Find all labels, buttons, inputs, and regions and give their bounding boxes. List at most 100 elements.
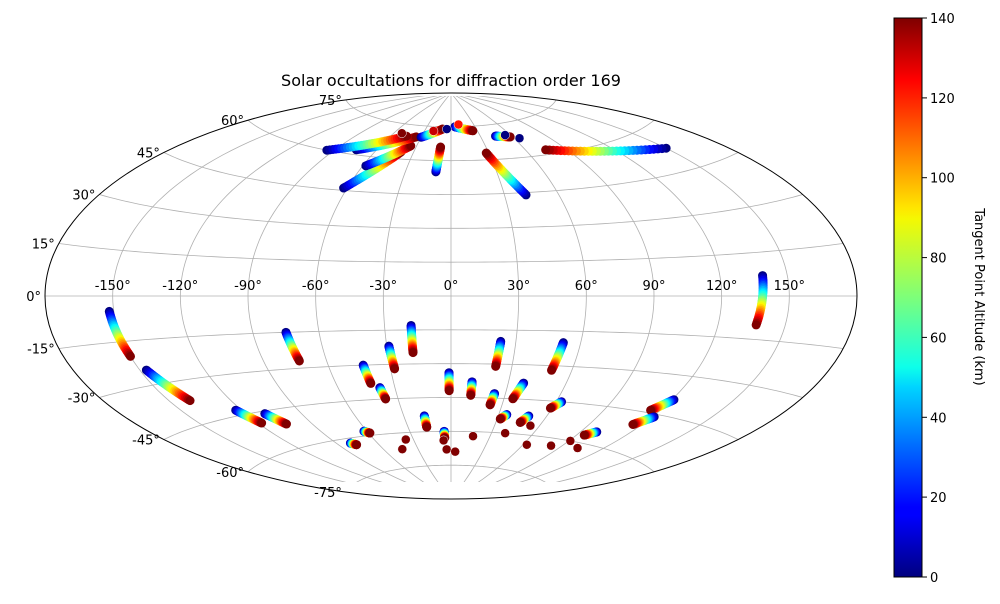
parallel-line [99,194,803,229]
parallel-line [58,243,844,263]
occultation-track [419,411,432,432]
data-point [397,444,408,454]
data-point [546,440,556,451]
latitude-tick-labels: 75° 60° 45° 30° 15° 0° -15° -30° -45° -60° -75° [26,94,342,501]
colorbar-tick-label: 20 [930,491,947,506]
occultation-track [579,427,602,440]
latitude-tick-label: 60° [221,114,244,129]
data-point [579,430,589,440]
data-point [628,420,638,429]
occultation-track [751,271,768,330]
data-point [126,351,135,361]
occultation-track [361,141,416,171]
latitude-tick-label: 0° [26,290,41,305]
data-point [366,378,376,388]
occultation-track [260,409,291,429]
occultation-track [508,378,529,404]
data-point [481,148,491,158]
data-point [646,405,656,415]
chart-title: Solar occultations for diffraction order… [281,71,621,90]
data-point [485,400,495,410]
data-point [428,126,439,136]
data-point [442,124,452,134]
latitude-tick-label: -75° [314,486,342,501]
longitude-tick-label: 0° [444,279,459,294]
occultation-track [406,320,418,358]
data-point [541,145,551,155]
longitude-tick-label: -120° [162,279,198,294]
occultation-track [646,395,679,415]
longitude-tick-label: 90° [642,279,665,294]
colorbar-tick-label: 40 [930,411,947,426]
occultation-track [481,148,531,200]
data-point [508,394,518,404]
latitude-tick-label: 45° [137,147,160,162]
data-point [547,365,557,375]
data-point [444,386,454,396]
data-point [401,434,411,445]
data-point [390,364,400,374]
occultation-track [141,365,195,406]
data-point [500,130,510,140]
data-point [436,142,446,152]
occultation-track [444,368,454,396]
data-point [408,348,418,358]
longitude-tick-label: -90° [234,279,262,294]
parallel-line [247,119,655,162]
occultation-track [547,338,568,375]
data-point [438,435,449,446]
occultation-track [384,341,400,374]
parallel-line [247,430,655,473]
data-point [397,128,407,138]
longitude-tick-label: -150° [95,279,131,294]
data-point [468,431,478,441]
occultation-track [628,412,659,429]
parallel-line [356,464,546,482]
occultation-track [485,389,500,410]
data-point [525,420,536,431]
data-point [565,436,576,446]
data-point [495,414,505,424]
parallel-line [163,152,739,195]
data-layer [104,119,768,457]
colorbar-tick-label: 120 [930,92,955,107]
latitude-tick-label: -45° [132,434,160,449]
latitude-tick-label: 30° [72,189,95,204]
occultation-track [358,360,376,388]
parallel-line [58,329,844,349]
graticule [45,96,857,482]
occultation-track [466,377,477,400]
colorbar-tick-label: 140 [930,12,955,27]
data-point [450,446,460,457]
occultation-track [375,383,391,404]
data-point [365,428,375,438]
data-point [751,320,761,330]
colorbar [893,17,923,578]
parallel-line [99,363,803,398]
longitude-tick-label: -60° [302,279,330,294]
occultation-track [345,438,362,450]
data-point [545,403,555,413]
colorbar-label: Tangent Point Altitude (km) [971,207,986,385]
occultation-track [545,397,567,413]
occultation-track [359,426,375,438]
data-point [515,417,525,427]
data-point [352,440,362,450]
colorbar-ticks: 0 20 40 60 80 100 120 140 [922,12,955,586]
occultation-track [431,142,446,177]
occultation-track [495,410,512,424]
colorbar-tick-label: 60 [930,331,947,346]
data-point [572,443,583,453]
latitude-tick-label: -60° [216,466,244,481]
latitude-tick-label: -15° [27,343,55,358]
map-boundary [44,92,858,500]
occultation-track [281,327,304,366]
data-point [466,390,476,400]
data-point [281,419,291,429]
data-point [500,428,510,438]
longitude-tick-label: -30° [369,279,397,294]
data-point [257,418,267,428]
colorbar-tick-label: 0 [930,571,938,586]
